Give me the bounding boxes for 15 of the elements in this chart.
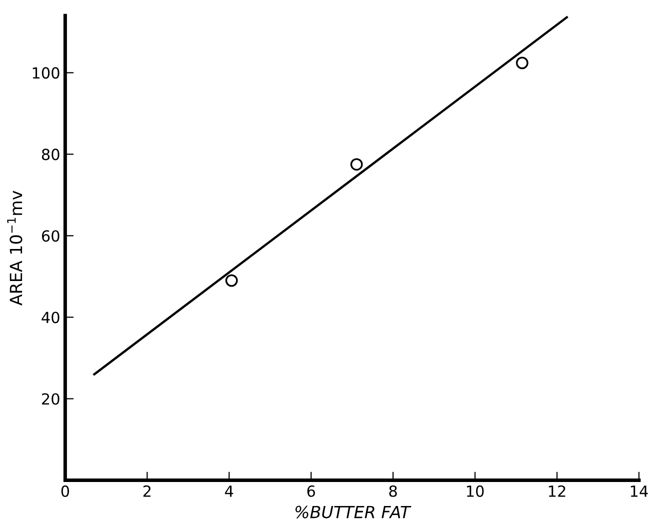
y-tick-label: 40 [42, 312, 60, 324]
y-axis-title: AREA 10$^{−1}$mv [7, 190, 22, 306]
x-tick-label: 0 [61, 485, 70, 497]
x-tick-label: 12 [548, 485, 566, 497]
y-tick-label: 80 [42, 148, 60, 160]
x-tick-label: 8 [389, 485, 397, 497]
x-tick-label: 6 [307, 485, 315, 497]
x-tick-label: 14 [630, 486, 648, 497]
x-tick-label: 2 [143, 485, 150, 497]
x-axis-title: %BUTTER FAT [295, 506, 412, 518]
y-tick-label: 60 [42, 230, 60, 242]
x-tick-label: 4 [225, 486, 234, 497]
y-tick-label: 20 [42, 393, 60, 405]
y-tick-label: 100 [32, 67, 60, 79]
x-tick-label: 10 [466, 485, 484, 497]
